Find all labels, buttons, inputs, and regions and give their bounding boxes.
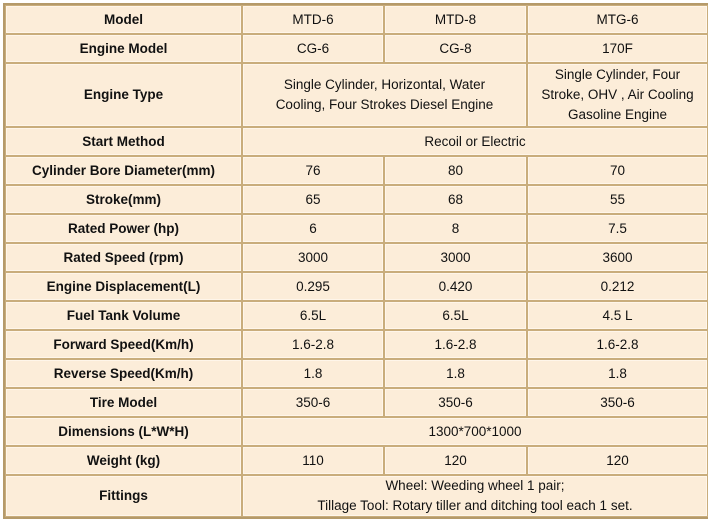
table-row: Stroke(mm) 65 68 55 xyxy=(5,185,708,214)
row-label: Fittings xyxy=(5,475,242,517)
cell-value: 8 xyxy=(384,214,527,243)
model-name: MTD-8 xyxy=(384,5,527,34)
text-line: Single Cylinder, Horizontal, Water xyxy=(283,77,486,92)
row-label: Reverse Speed(Km/h) xyxy=(5,359,242,388)
cell-value: 6.5L xyxy=(242,301,384,330)
header-label: Model xyxy=(5,5,242,34)
row-label: Fuel Tank Volume xyxy=(5,301,242,330)
row-label: Cylinder Bore Diameter(mm) xyxy=(5,156,242,185)
row-label: Stroke(mm) xyxy=(5,185,242,214)
row-label: Weight (kg) xyxy=(5,446,242,475)
cell-value: 1.8 xyxy=(242,359,384,388)
row-label: Forward Speed(Km/h) xyxy=(5,330,242,359)
text-line: Cooling, Four Strokes Diesel Engine xyxy=(275,97,494,112)
cell-value: 55 xyxy=(527,185,708,214)
cell-value: 3600 xyxy=(527,243,708,272)
model-name: MTD-6 xyxy=(242,5,384,34)
cell-value: 80 xyxy=(384,156,527,185)
row-label: Tire Model xyxy=(5,388,242,417)
table-row: Cylinder Bore Diameter(mm) 76 80 70 xyxy=(5,156,708,185)
cell-value: 1.6-2.8 xyxy=(242,330,384,359)
text-line: Tillage Tool: Rotary tiller and ditching… xyxy=(317,498,633,513)
cell-value: 1300*700*1000 xyxy=(242,417,708,446)
cell-value: 170F xyxy=(527,34,708,63)
table-row: Fittings Wheel: Weeding wheel 1 pair; Ti… xyxy=(5,475,708,517)
row-label: Rated Power (hp) xyxy=(5,214,242,243)
table-row: Forward Speed(Km/h) 1.6-2.8 1.6-2.8 1.6-… xyxy=(5,330,708,359)
table-row: Rated Power (hp) 6 8 7.5 xyxy=(5,214,708,243)
cell-value: 1.8 xyxy=(527,359,708,388)
cell-value: 1.8 xyxy=(384,359,527,388)
cell-value: 350-6 xyxy=(527,388,708,417)
cell-value: CG-6 xyxy=(242,34,384,63)
table-row: Rated Speed (rpm) 3000 3000 3600 xyxy=(5,243,708,272)
cell-value: 350-6 xyxy=(242,388,384,417)
cell-value: 0.420 xyxy=(384,272,527,301)
table-row: Engine Displacement(L) 0.295 0.420 0.212 xyxy=(5,272,708,301)
row-label: Engine Type xyxy=(5,63,242,127)
cell-value: 7.5 xyxy=(527,214,708,243)
row-label: Rated Speed (rpm) xyxy=(5,243,242,272)
cell-value: 6 xyxy=(242,214,384,243)
text-line: Gasoline Engine xyxy=(567,107,668,122)
table-row: Start Method Recoil or Electric xyxy=(5,127,708,156)
cell-value: 4.5 L xyxy=(527,301,708,330)
cell-value: 0.212 xyxy=(527,272,708,301)
row-label: Dimensions (L*W*H) xyxy=(5,417,242,446)
cell-value: 3000 xyxy=(384,243,527,272)
cell-value: Recoil or Electric xyxy=(242,127,708,156)
gasoline-engine-type: Single Cylinder, Four Stroke, OHV , Air … xyxy=(527,63,708,127)
row-label: Start Method xyxy=(5,127,242,156)
text-line: Wheel: Weeding wheel 1 pair; xyxy=(385,478,565,493)
table-row: Tire Model 350-6 350-6 350-6 xyxy=(5,388,708,417)
table-row: Engine Type Single Cylinder, Horizontal,… xyxy=(5,63,708,127)
cell-value: 68 xyxy=(384,185,527,214)
cell-value: 120 xyxy=(527,446,708,475)
text-line: Single Cylinder, Four xyxy=(554,67,681,82)
cell-value: CG-8 xyxy=(384,34,527,63)
table-row: Fuel Tank Volume 6.5L 6.5L 4.5 L xyxy=(5,301,708,330)
cell-value: 1.6-2.8 xyxy=(527,330,708,359)
table-row: Engine Model CG-6 CG-8 170F xyxy=(5,34,708,63)
cell-value: 3000 xyxy=(242,243,384,272)
table-row: Weight (kg) 110 120 120 xyxy=(5,446,708,475)
cell-value: 6.5L xyxy=(384,301,527,330)
cell-value: 0.295 xyxy=(242,272,384,301)
cell-value: 76 xyxy=(242,156,384,185)
cell-value: 120 xyxy=(384,446,527,475)
cell-value: 65 xyxy=(242,185,384,214)
model-name: MTG-6 xyxy=(527,5,708,34)
cell-value: 70 xyxy=(527,156,708,185)
fittings-value: Wheel: Weeding wheel 1 pair; Tillage Too… xyxy=(242,475,708,517)
diesel-engine-type: Single Cylinder, Horizontal, Water Cooli… xyxy=(242,63,527,127)
specification-table: Model MTD-6 MTD-8 MTG-6 Engine Model CG-… xyxy=(3,3,708,519)
row-label: Engine Displacement(L) xyxy=(5,272,242,301)
text-line: Stroke, OHV , Air Cooling xyxy=(541,87,694,102)
cell-value: 350-6 xyxy=(384,388,527,417)
cell-value: 110 xyxy=(242,446,384,475)
table-row: Reverse Speed(Km/h) 1.8 1.8 1.8 xyxy=(5,359,708,388)
table-row: Dimensions (L*W*H) 1300*700*1000 xyxy=(5,417,708,446)
cell-value: 1.6-2.8 xyxy=(384,330,527,359)
header-row: Model MTD-6 MTD-8 MTG-6 xyxy=(5,5,708,34)
row-label: Engine Model xyxy=(5,34,242,63)
